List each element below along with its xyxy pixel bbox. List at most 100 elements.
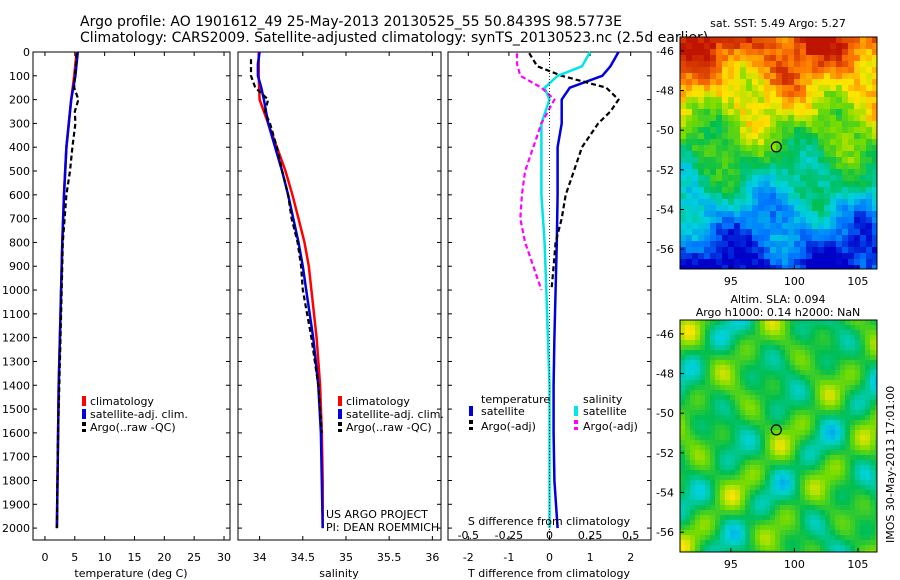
difference-tick-label: -2 — [463, 551, 474, 564]
s-difference-tick-label: -0.5 — [458, 529, 479, 542]
difference-series-2 — [540, 51, 592, 529]
s-difference-tick-label: -0.25 — [495, 529, 523, 542]
temperature-tick-label: 20 — [157, 551, 171, 564]
legend-label-s-satellite: satellite — [583, 405, 627, 418]
sst-map-lat-tick: -50 — [656, 124, 674, 137]
legend-label-satellite: satellite-adj. clim. — [90, 408, 188, 421]
sla-map-lon-tick: 95 — [724, 558, 738, 571]
sla-map-lat-tick: -52 — [656, 447, 674, 460]
sst-map-axes — [679, 36, 878, 270]
sla-map-lat-tick: -56 — [656, 526, 674, 539]
salinity-tick-label: 35.5 — [377, 551, 402, 564]
depth-tick-label: 700 — [9, 213, 30, 226]
float-position-marker-sla — [770, 424, 782, 436]
depth-tick-label: 300 — [9, 117, 30, 130]
legend-swatch-satellite — [338, 409, 342, 419]
depth-tick-label: 1600 — [2, 427, 30, 440]
salinity-tick-label: 34 — [253, 551, 267, 564]
depth-tick-label: 1200 — [2, 332, 30, 345]
legend-label-s-argo: Argo(-adj) — [583, 420, 638, 433]
sla-map-lat-tick: -54 — [656, 487, 674, 500]
depth-tick-label: 600 — [9, 189, 30, 202]
legend-swatch-climatology — [82, 396, 86, 406]
pi-credit: PI: DEAN ROEMMICH — [326, 521, 439, 534]
temperature-tick-label: 15 — [127, 551, 141, 564]
depth-tick-label: 1800 — [2, 474, 30, 487]
difference-tick-label: -1 — [503, 551, 514, 564]
salinity-legend: climatology satellite-adj. clim. Argo(..… — [338, 395, 444, 434]
legend-label-argo: Argo(..raw -QC) — [90, 421, 176, 434]
legend-label-argo: Argo(..raw -QC) — [346, 421, 432, 434]
t-difference-axis-label: T difference from climatology — [467, 567, 630, 580]
temperature-axis-label: temperature (deg C) — [74, 567, 187, 580]
s-difference-tick-label: 0.25 — [578, 529, 603, 542]
legend-label-t-satellite: satellite — [481, 405, 525, 418]
legend-swatch-t-argo — [469, 420, 473, 424]
depth-tick-label: 0 — [23, 46, 30, 59]
difference-series-0 — [552, 51, 620, 529]
salinity-tick-label: 36 — [425, 551, 439, 564]
imos-timestamp: IMOS 30-May-2013 17:01:00 — [884, 385, 897, 543]
difference-legend: temperature salinity satellite Argo(-adj… — [469, 393, 638, 433]
temperature-tick-label: 5 — [71, 551, 78, 564]
depth-tick-label: 1500 — [2, 403, 30, 416]
sla-map-title-2: Argo h1000: 0.14 h2000: NaN — [696, 306, 861, 319]
depth-tick-label: 1100 — [2, 308, 30, 321]
legend-swatch-argo — [338, 422, 342, 426]
depth-tick-label: 800 — [9, 236, 30, 249]
depth-tick-label: 1700 — [2, 451, 30, 464]
sla-heatmap — [680, 320, 877, 552]
salinity-tick-label: 35 — [339, 551, 353, 564]
depth-tick-label: 1900 — [2, 498, 30, 511]
legend-title-salinity: salinity — [583, 393, 623, 406]
temperature-axes — [32, 51, 231, 541]
temperature-legend: climatology satellite-adj. clim. Argo(..… — [82, 395, 188, 434]
temperature-tick-label: 10 — [98, 551, 112, 564]
sst-map-lon-tick: 95 — [724, 275, 738, 288]
sla-map-axes — [679, 319, 878, 553]
legend-swatch-argo — [82, 422, 86, 426]
legend-swatch-s-satellite — [574, 406, 578, 416]
depth-tick-label: 200 — [9, 94, 30, 107]
s-difference-label: S difference from climatology — [468, 515, 631, 528]
sst-heatmap — [680, 37, 877, 269]
legend-label-climatology: climatology — [346, 395, 410, 408]
difference-tick-label: 1 — [587, 551, 594, 564]
sst-map-lon-tick: 105 — [847, 275, 868, 288]
depth-tick-label: 400 — [9, 141, 30, 154]
sla-map-lon-tick: 100 — [784, 558, 805, 571]
depth-tick-label: 1300 — [2, 355, 30, 368]
profile-title: Argo profile: AO 1901612_49 25-May-2013 … — [80, 14, 622, 30]
sla-map-lat-tick: -46 — [656, 328, 674, 341]
salinity-series-1 — [256, 51, 324, 529]
sst-map-lat-tick: -56 — [656, 243, 674, 256]
difference-series-1 — [528, 52, 620, 291]
temperature-series-1 — [55, 51, 80, 529]
legend-title-temperature: temperature — [481, 393, 550, 406]
legend-label-t-argo: Argo(-adj) — [481, 420, 536, 433]
legend-swatch-s-argo — [574, 420, 578, 424]
temperature-tick-label: 30 — [217, 551, 231, 564]
legend-label-satellite: satellite-adj. clim. — [346, 408, 444, 421]
legend-label-climatology: climatology — [90, 395, 154, 408]
legend-swatch-t-satellite — [469, 406, 473, 416]
salinity-tick-label: 34.5 — [291, 551, 316, 564]
difference-tick-label: 2 — [627, 551, 634, 564]
salinity-axes — [237, 51, 442, 541]
sla-map-lat-tick: -50 — [656, 407, 674, 420]
sst-map-lat-tick: -46 — [656, 45, 674, 58]
sst-map-title: sat. SST: 5.49 Argo: 5.27 — [710, 17, 846, 30]
legend-swatch-satellite — [82, 409, 86, 419]
s-difference-tick-label: 0.5 — [622, 529, 640, 542]
sst-map-lat-tick: -52 — [656, 164, 674, 177]
depth-tick-label: 100 — [9, 70, 30, 83]
depth-tick-label: 1400 — [2, 379, 30, 392]
salinity-series-2 — [249, 59, 323, 433]
sst-map-lat-tick: -54 — [656, 204, 674, 217]
depth-tick-label: 500 — [9, 165, 30, 178]
depth-tick-label: 1000 — [2, 284, 30, 297]
sst-map-lon-tick: 100 — [784, 275, 805, 288]
legend-swatch-climatology — [338, 396, 342, 406]
float-position-marker-sst — [770, 141, 782, 153]
